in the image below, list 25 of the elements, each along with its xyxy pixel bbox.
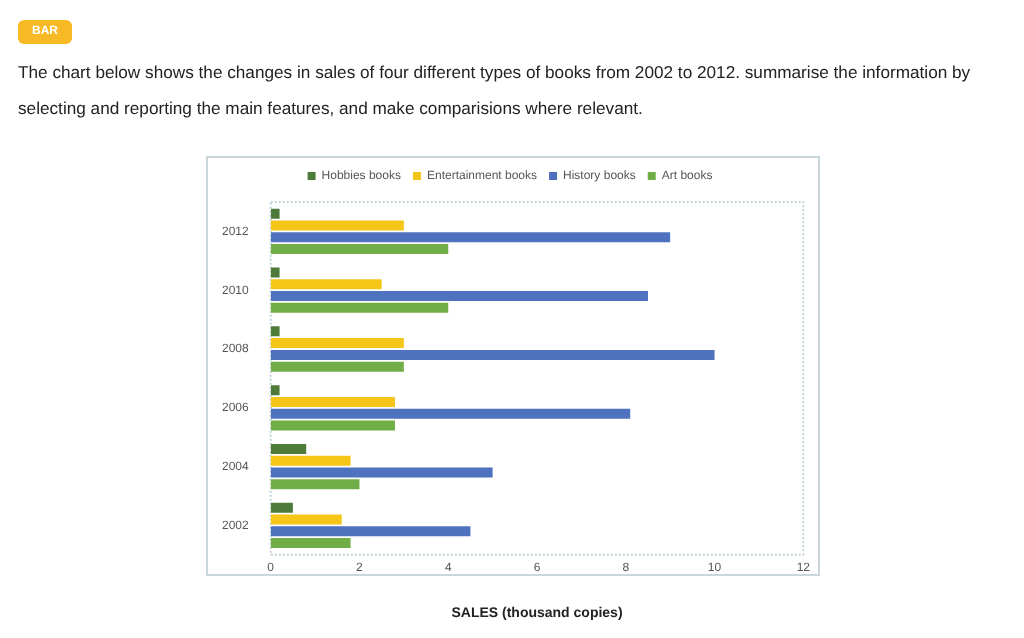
bar <box>270 220 404 231</box>
chart-title: The chart below shows the changes in sales of four different types of books from 2002 to 2012. summarise the information by selecting and reporting the main features, and make comparisions where relevant. <box>18 60 973 122</box>
bar <box>270 526 471 537</box>
bar <box>270 420 395 431</box>
bar <box>270 408 631 419</box>
bar <box>270 385 280 396</box>
bar <box>270 326 280 337</box>
bar <box>270 291 648 302</box>
bar <box>270 208 280 219</box>
bar <box>270 232 671 243</box>
bar <box>270 302 449 313</box>
bar <box>270 502 293 513</box>
bar <box>270 244 449 255</box>
bar <box>270 396 395 407</box>
bar <box>270 279 382 290</box>
bar <box>270 455 351 466</box>
bar <box>270 349 715 360</box>
bar <box>270 443 307 454</box>
bar <box>270 361 404 372</box>
bar <box>270 479 360 490</box>
bar <box>270 467 493 478</box>
bar <box>270 338 404 349</box>
bar <box>270 267 280 278</box>
bar <box>270 538 351 549</box>
bar <box>270 514 342 525</box>
